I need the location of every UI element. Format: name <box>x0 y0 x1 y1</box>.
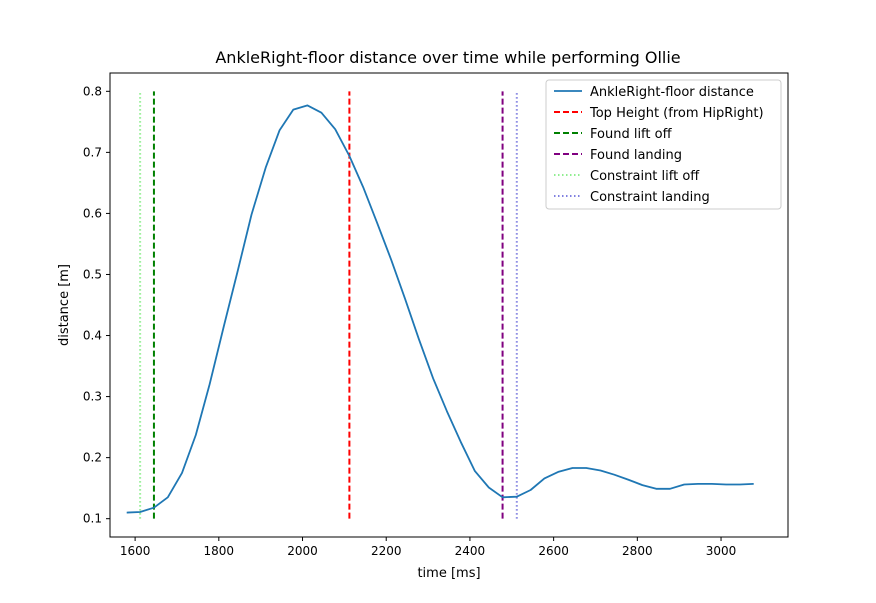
x-tick-label: 2800 <box>622 544 653 558</box>
y-tick-label: 0.6 <box>83 206 102 220</box>
y-tick-label: 0.8 <box>83 84 102 98</box>
x-tick-label: 2200 <box>371 544 402 558</box>
x-tick-label: 1800 <box>204 544 235 558</box>
x-tick-label: 1600 <box>120 544 151 558</box>
y-tick-label: 0.1 <box>83 512 102 526</box>
y-tick-label: 0.4 <box>83 329 102 343</box>
x-axis-label: time [ms] <box>417 566 480 581</box>
y-tick-label: 0.7 <box>83 145 102 159</box>
legend-label: Found landing <box>590 148 682 163</box>
legend-label: Top Height (from HipRight) <box>589 106 764 121</box>
legend-box <box>545 79 782 210</box>
y-tick-label: 0.5 <box>83 267 102 281</box>
legend: AnkleRight-floor distance Top Height (fro… <box>545 79 782 210</box>
legend-label: Constraint landing <box>590 190 710 205</box>
y-tick-label: 0.3 <box>83 390 102 404</box>
series-line <box>126 104 754 514</box>
legend-label: Constraint lift off <box>590 169 700 184</box>
plot-area <box>126 91 754 519</box>
axes-ticks: 1600 1800 2000 2200 2400 2600 2800 3000 0.1 0.2 0.… <box>83 84 736 558</box>
legend-label: Found lift off <box>590 127 673 142</box>
x-tick-label: 2600 <box>538 544 569 558</box>
axes-frame <box>109 72 789 538</box>
x-tick-label: 2000 <box>287 544 318 558</box>
x-tick-label: 3000 <box>706 544 737 558</box>
chart-title: AnkleRight-floor distance over time whil… <box>215 48 680 67</box>
y-tick-label: 0.2 <box>83 451 102 465</box>
y-axis-label: distance [m] <box>57 264 72 346</box>
x-tick-label: 2400 <box>455 544 486 558</box>
legend-label: AnkleRight-floor distance <box>590 85 754 100</box>
